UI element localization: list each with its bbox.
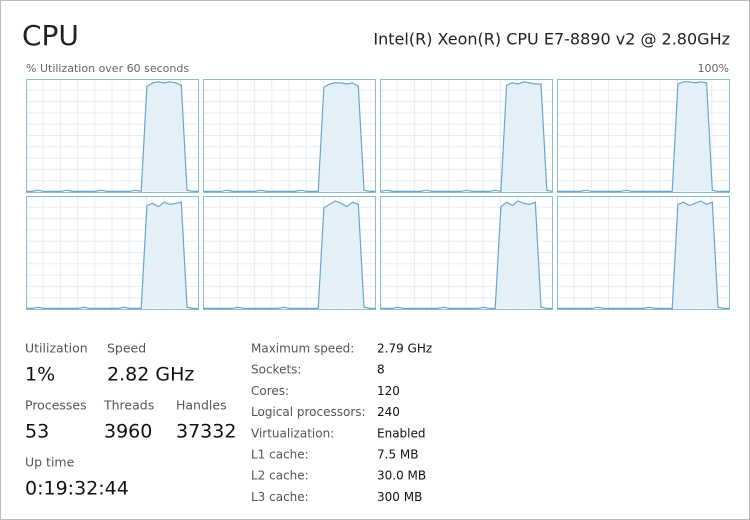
stat-value: 0:19:32:44 <box>25 478 129 500</box>
utilization-line <box>26 81 199 193</box>
utilization-line <box>26 201 199 309</box>
detail-value: 8 <box>377 363 385 377</box>
processor-name: Intel(R) Xeon(R) CPU E7-8890 v2 @ 2.80GH… <box>373 30 730 49</box>
detail-value: 30.0 MB <box>377 469 426 483</box>
stat-value: 37332 <box>176 421 236 443</box>
detail-value: 7.5 MB <box>377 448 418 462</box>
stat-label: Handles <box>176 398 227 413</box>
stat-value: 3960 <box>104 421 152 443</box>
stat-value: 53 <box>25 421 49 443</box>
stat-label: Threads <box>103 398 154 413</box>
graph-max-label: 100% <box>698 62 729 75</box>
detail-value: 240 <box>377 405 400 419</box>
stat-label: Processes <box>25 398 87 413</box>
detail-label: L2 cache: <box>251 469 309 483</box>
detail-label: Sockets: <box>251 363 301 377</box>
detail-label: L1 cache: <box>251 448 309 462</box>
detail-label: Virtualization: <box>251 426 334 440</box>
stat-label: Speed <box>107 341 146 356</box>
utilization-line <box>557 200 730 309</box>
utilization-line <box>557 81 730 192</box>
stat-value: 2.82 GHz <box>107 364 194 386</box>
stat-label: Utilization <box>25 341 88 356</box>
utilization-line <box>380 81 553 193</box>
graph-caption: % Utilization over 60 seconds <box>26 62 189 75</box>
stat-label: Up time <box>25 455 75 470</box>
utilization-line <box>203 200 376 309</box>
detail-value: 120 <box>377 384 400 398</box>
detail-value: Enabled <box>377 426 426 440</box>
detail-value: 2.79 GHz <box>377 342 432 356</box>
detail-value: 300 MB <box>377 490 422 504</box>
page-title: CPU <box>22 19 79 52</box>
utilization-line <box>380 200 553 309</box>
stat-value: 1% <box>25 364 55 386</box>
utilization-line <box>203 82 376 192</box>
detail-label: Logical processors: <box>251 405 366 419</box>
detail-label: L3 cache: <box>251 490 309 504</box>
detail-label: Cores: <box>251 384 289 398</box>
detail-label: Maximum speed: <box>251 342 354 356</box>
